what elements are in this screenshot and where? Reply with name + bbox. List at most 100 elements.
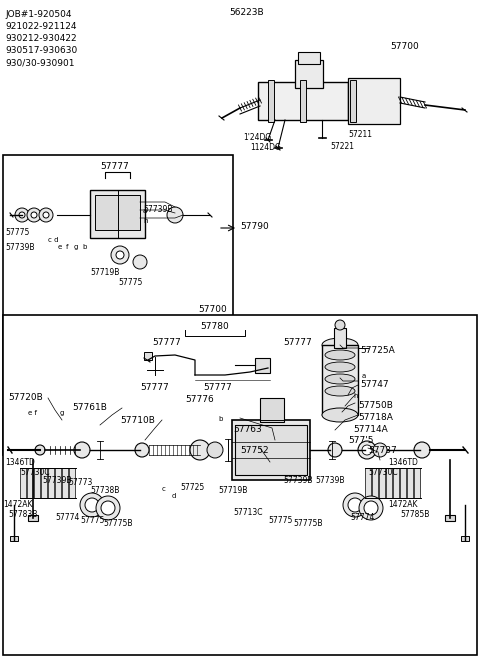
Circle shape bbox=[343, 493, 367, 517]
Bar bbox=[350, 80, 356, 122]
Text: 57752: 57752 bbox=[240, 446, 269, 455]
Text: 1124DG: 1124DG bbox=[250, 143, 281, 152]
Bar bbox=[62, 468, 68, 498]
Circle shape bbox=[328, 443, 342, 457]
Bar bbox=[445, 515, 455, 521]
Text: e: e bbox=[58, 244, 62, 250]
Text: 577'5: 577'5 bbox=[348, 436, 373, 445]
Circle shape bbox=[358, 441, 376, 459]
Bar bbox=[235, 425, 307, 475]
Circle shape bbox=[19, 212, 25, 218]
Circle shape bbox=[85, 498, 99, 512]
Text: 1346TD: 1346TD bbox=[5, 458, 35, 467]
Bar bbox=[144, 352, 152, 360]
Bar bbox=[372, 468, 378, 498]
Text: h: h bbox=[143, 218, 147, 224]
Bar bbox=[461, 536, 469, 541]
Circle shape bbox=[362, 445, 372, 455]
Text: a: a bbox=[143, 208, 147, 214]
Text: 57718A: 57718A bbox=[358, 413, 393, 422]
Bar bbox=[55, 468, 61, 498]
Text: 57737: 57737 bbox=[368, 446, 397, 455]
Circle shape bbox=[207, 442, 223, 458]
Text: 57785B: 57785B bbox=[400, 510, 430, 519]
Ellipse shape bbox=[325, 350, 355, 360]
Bar bbox=[10, 536, 18, 541]
Bar bbox=[95, 195, 140, 230]
Text: JOB#1-920504: JOB#1-920504 bbox=[5, 10, 72, 19]
Text: g: g bbox=[74, 244, 78, 250]
Text: c d: c d bbox=[48, 237, 59, 243]
Text: 57221: 57221 bbox=[330, 142, 354, 151]
Ellipse shape bbox=[325, 386, 355, 396]
Text: 57725A: 57725A bbox=[360, 346, 395, 355]
Ellipse shape bbox=[322, 338, 358, 352]
Circle shape bbox=[111, 246, 129, 264]
Text: 57775B: 57775B bbox=[103, 519, 132, 528]
Text: 57777: 57777 bbox=[203, 383, 232, 392]
Bar bbox=[300, 80, 306, 122]
Text: 57774: 57774 bbox=[55, 513, 79, 522]
Text: 57776: 57776 bbox=[185, 395, 214, 404]
Bar bbox=[27, 468, 33, 498]
Text: 57700: 57700 bbox=[390, 42, 419, 51]
Text: 57774: 57774 bbox=[350, 513, 374, 522]
Bar bbox=[298, 52, 320, 64]
Circle shape bbox=[414, 442, 430, 458]
Text: 57775: 57775 bbox=[118, 278, 143, 287]
Bar bbox=[28, 515, 38, 521]
Circle shape bbox=[364, 501, 378, 515]
Circle shape bbox=[31, 212, 37, 218]
Ellipse shape bbox=[322, 408, 358, 422]
Circle shape bbox=[373, 443, 387, 457]
Bar bbox=[3, 315, 477, 655]
Text: 57747: 57747 bbox=[360, 380, 389, 389]
Bar bbox=[365, 468, 371, 498]
Bar bbox=[258, 82, 348, 120]
Bar bbox=[20, 468, 26, 498]
Bar bbox=[386, 468, 392, 498]
Bar bbox=[379, 468, 385, 498]
Text: f: f bbox=[66, 244, 69, 250]
Text: 57780: 57780 bbox=[201, 322, 229, 331]
Bar bbox=[268, 80, 274, 122]
Bar bbox=[90, 190, 145, 238]
Text: 57738B: 57738B bbox=[90, 486, 120, 495]
Text: 930/30-930901: 930/30-930901 bbox=[5, 58, 74, 67]
Text: 57783B: 57783B bbox=[8, 510, 37, 519]
Text: 57719B: 57719B bbox=[90, 268, 120, 277]
Circle shape bbox=[348, 498, 362, 512]
Bar bbox=[407, 468, 413, 498]
Circle shape bbox=[39, 208, 53, 222]
Circle shape bbox=[167, 207, 183, 223]
Circle shape bbox=[190, 440, 210, 460]
Circle shape bbox=[135, 443, 149, 457]
Circle shape bbox=[116, 251, 124, 259]
Text: 57775B: 57775B bbox=[293, 519, 323, 528]
Bar bbox=[69, 468, 75, 498]
Text: b: b bbox=[82, 244, 86, 250]
Text: 57713C: 57713C bbox=[233, 508, 263, 517]
Circle shape bbox=[101, 501, 115, 515]
Text: 56223B: 56223B bbox=[230, 8, 264, 17]
Circle shape bbox=[96, 496, 120, 520]
Bar bbox=[34, 468, 40, 498]
Text: e f: e f bbox=[28, 410, 37, 416]
Text: 57761B: 57761B bbox=[72, 403, 107, 412]
Circle shape bbox=[133, 255, 147, 269]
Bar bbox=[400, 468, 406, 498]
Text: 57719B: 57719B bbox=[218, 486, 247, 495]
Text: 57730C: 57730C bbox=[20, 468, 49, 477]
Circle shape bbox=[74, 442, 90, 458]
Text: 57720B: 57720B bbox=[8, 393, 43, 402]
Text: 57777: 57777 bbox=[140, 383, 169, 392]
Text: b: b bbox=[218, 416, 222, 422]
Circle shape bbox=[43, 212, 49, 218]
Text: 57739B: 57739B bbox=[315, 476, 345, 485]
Text: 57211: 57211 bbox=[348, 130, 372, 139]
Text: 930212-930422: 930212-930422 bbox=[5, 34, 77, 43]
Text: 1472AK: 1472AK bbox=[3, 500, 33, 509]
Ellipse shape bbox=[325, 362, 355, 372]
Text: 57777: 57777 bbox=[152, 338, 181, 347]
Bar bbox=[295, 60, 323, 88]
